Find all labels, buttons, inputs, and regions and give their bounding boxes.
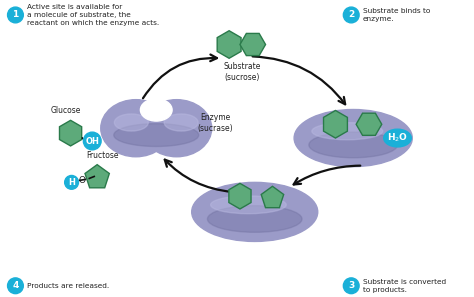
Text: 3: 3 xyxy=(348,281,355,290)
Circle shape xyxy=(343,278,359,294)
Ellipse shape xyxy=(140,99,172,121)
Ellipse shape xyxy=(108,111,204,151)
Ellipse shape xyxy=(114,114,148,131)
Text: Substrate
(sucrose): Substrate (sucrose) xyxy=(223,62,261,82)
Text: Active site is available for
a molecule of substrate, the
reactant on which the : Active site is available for a molecule … xyxy=(27,4,160,26)
Text: 1: 1 xyxy=(12,10,18,20)
Circle shape xyxy=(343,7,359,23)
Ellipse shape xyxy=(191,182,318,241)
Text: H: H xyxy=(68,178,75,187)
Text: OH: OH xyxy=(85,137,99,146)
Ellipse shape xyxy=(210,196,286,214)
Text: Fructose: Fructose xyxy=(86,151,118,160)
Text: 2: 2 xyxy=(348,10,355,20)
Ellipse shape xyxy=(312,123,383,140)
Circle shape xyxy=(64,176,79,189)
Text: Enzyme
(sucrase): Enzyme (sucrase) xyxy=(198,113,233,133)
Polygon shape xyxy=(324,110,347,138)
Text: H$_2$O: H$_2$O xyxy=(387,132,408,144)
Text: Products are released.: Products are released. xyxy=(27,283,109,289)
Polygon shape xyxy=(240,34,265,56)
Polygon shape xyxy=(85,165,109,188)
Ellipse shape xyxy=(294,110,412,167)
Ellipse shape xyxy=(164,114,198,131)
Ellipse shape xyxy=(101,100,171,157)
Ellipse shape xyxy=(208,206,302,232)
Text: Substrate binds to
enzyme.: Substrate binds to enzyme. xyxy=(363,8,430,22)
Polygon shape xyxy=(356,113,382,135)
Polygon shape xyxy=(217,31,241,58)
Ellipse shape xyxy=(114,124,199,146)
Polygon shape xyxy=(60,120,82,146)
Polygon shape xyxy=(261,186,283,208)
Text: 4: 4 xyxy=(12,281,18,290)
Circle shape xyxy=(83,132,101,150)
Circle shape xyxy=(8,278,23,294)
Text: Substrate is converted
to products.: Substrate is converted to products. xyxy=(363,279,446,293)
Text: O: O xyxy=(79,176,86,185)
Polygon shape xyxy=(229,183,251,209)
Text: Glucose: Glucose xyxy=(50,106,81,116)
Circle shape xyxy=(8,7,23,23)
Ellipse shape xyxy=(384,129,411,147)
Ellipse shape xyxy=(309,132,398,158)
Ellipse shape xyxy=(142,100,212,157)
